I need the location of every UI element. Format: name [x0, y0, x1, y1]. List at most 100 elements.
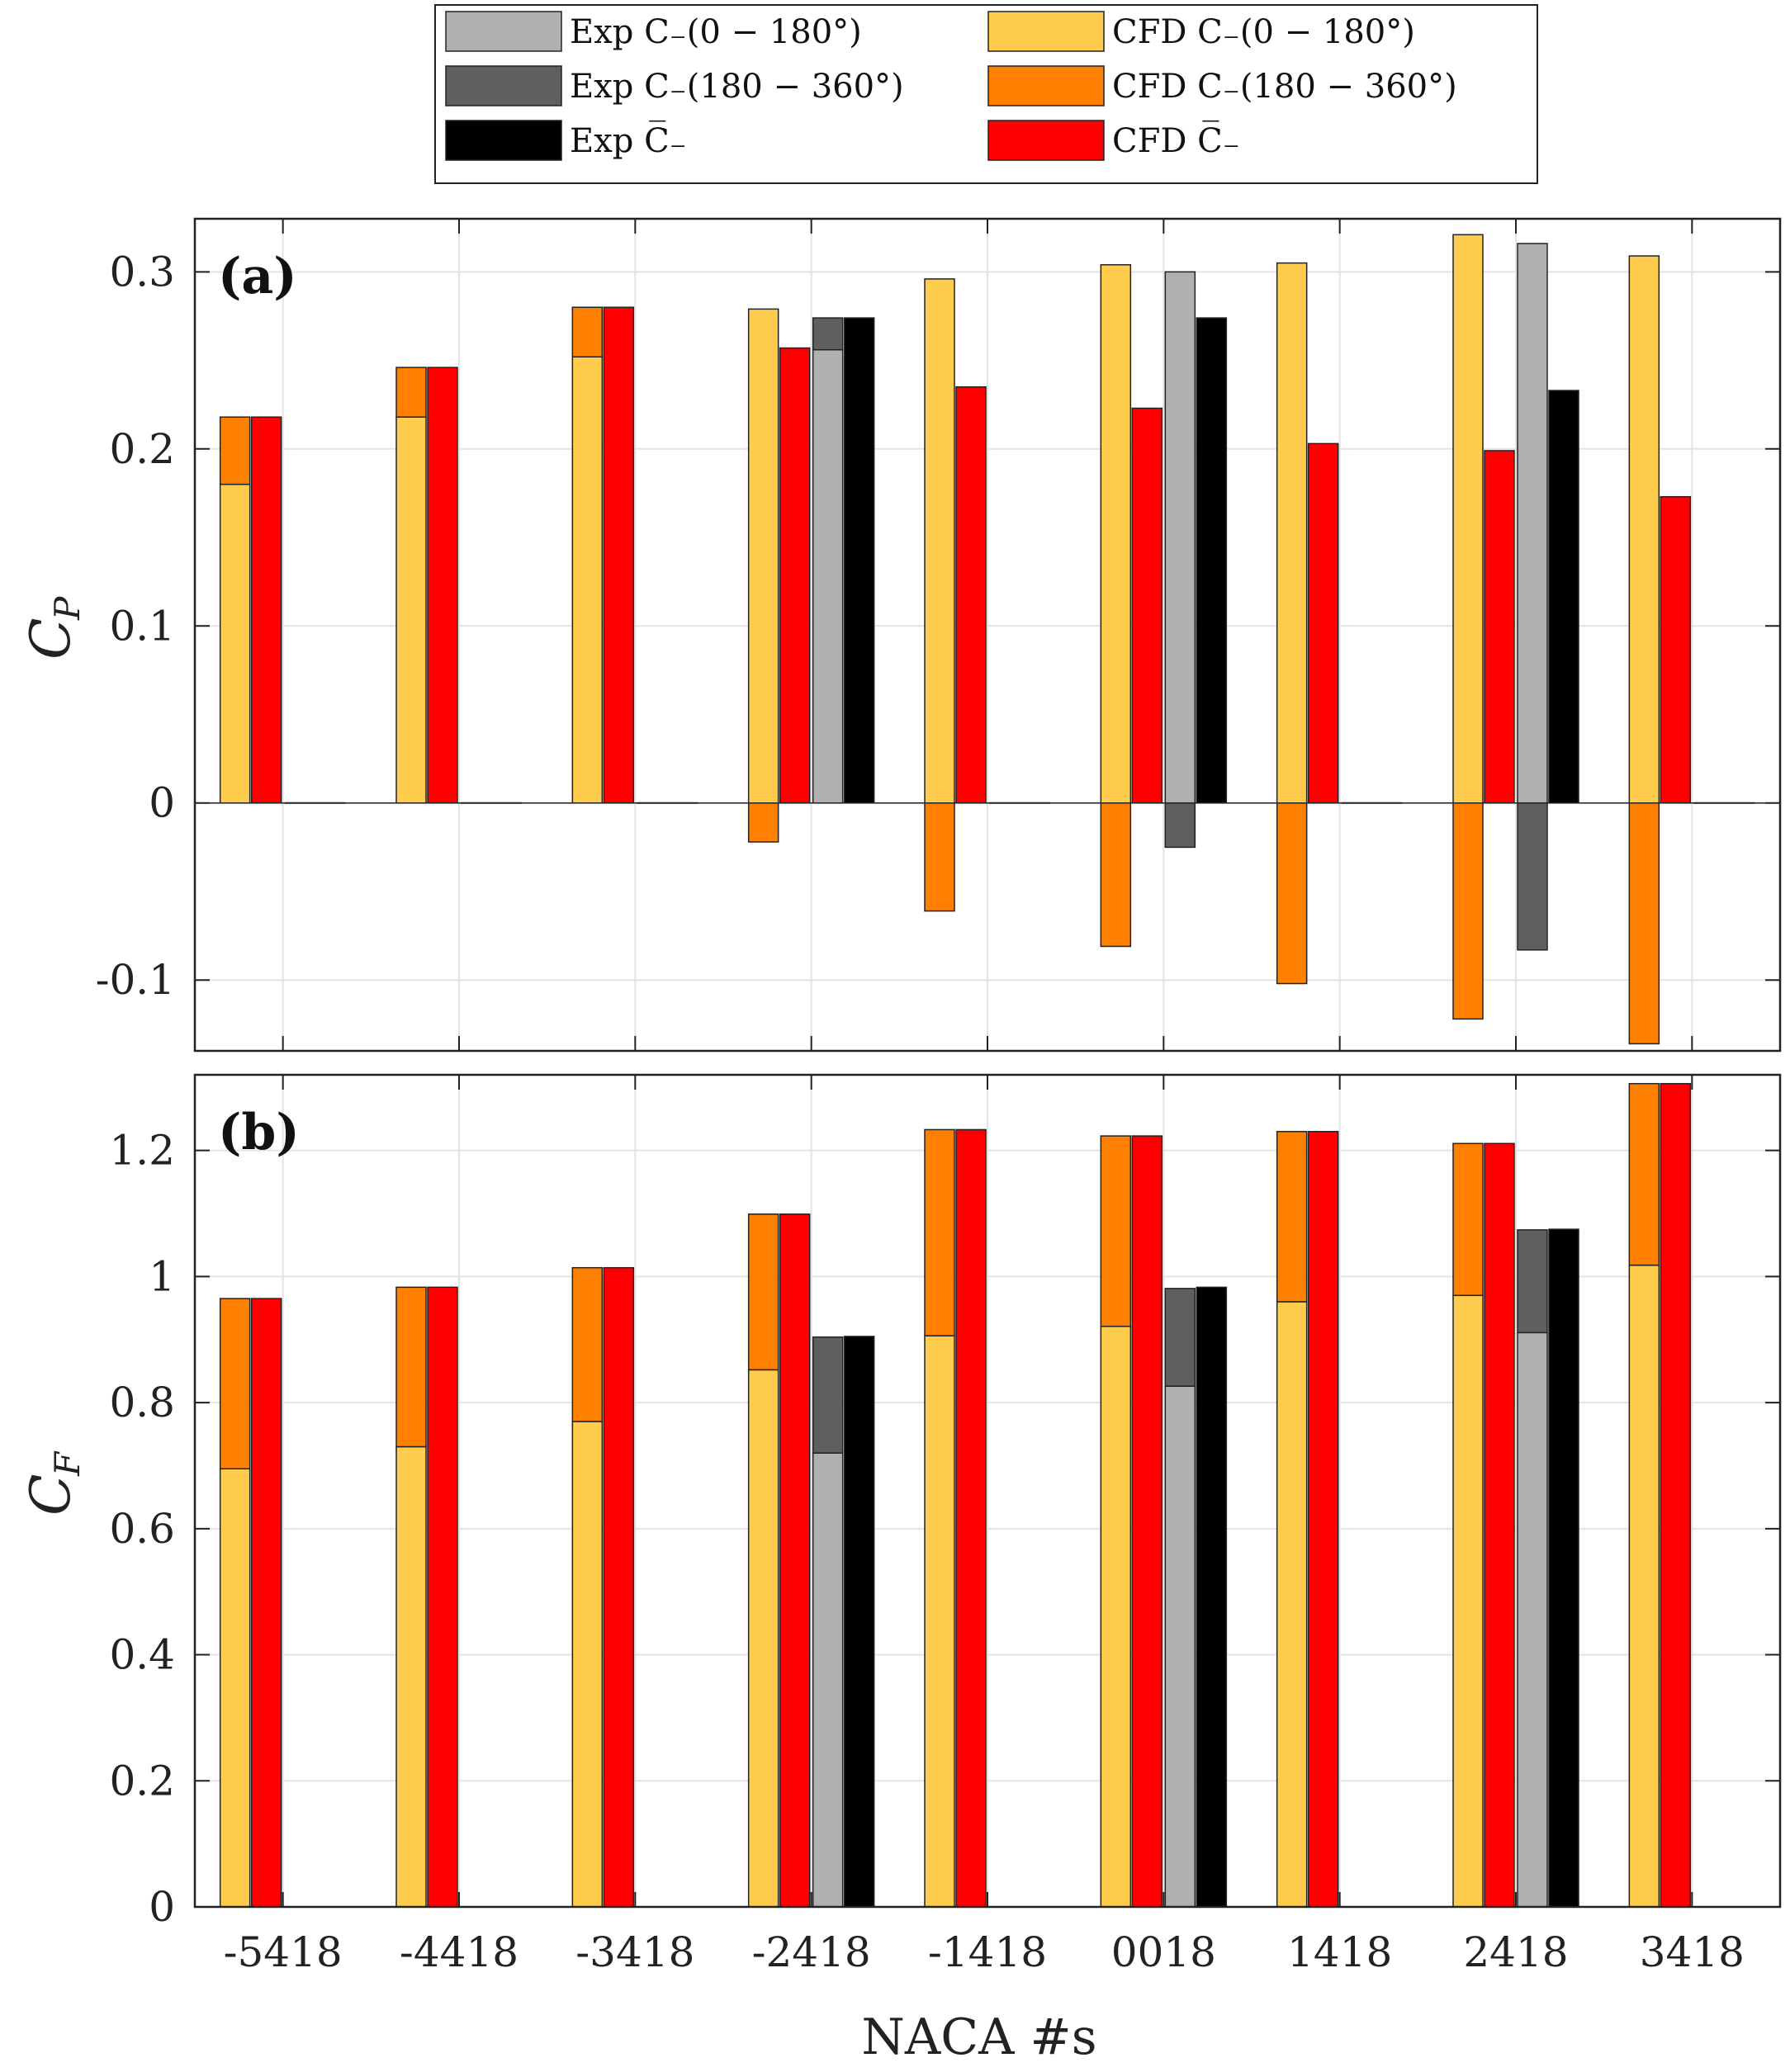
- legend: Exp C₋(0 − 180°) Exp C₋(180 − 360°) Exp C̅…: [434, 4, 1538, 184]
- x-tick-label: 2418: [1463, 1928, 1568, 1976]
- bar-exp-b: [1164, 802, 1196, 849]
- bar-exp-mean: [843, 1336, 875, 1908]
- bar-cfd-mean: [955, 1128, 987, 1908]
- legend-swatch-exp_m: [445, 120, 562, 161]
- bar-cfd-a: [924, 278, 955, 804]
- y-axis-label: C: [19, 1474, 83, 1516]
- x-tick-label: -3418: [575, 1928, 694, 1976]
- bar-cfd-a: [747, 1369, 779, 1908]
- bar-cfd-mean: [250, 416, 282, 804]
- bar-cfd-mean: [779, 1213, 811, 1908]
- bar-cfd-a: [1452, 234, 1484, 804]
- y-axis-label-sub: F: [47, 1450, 88, 1477]
- legend-label-exp_b: Exp C₋(180 − 360°): [570, 68, 904, 106]
- x-tick-labels: -5418 -4418 -3418 -2418 -1418 0018 1418 2418 341…: [224, 1928, 1745, 1976]
- bar-cfd-b: [395, 1286, 427, 1448]
- panel-1: 0 0.2 0.4 0.6 0.8 1 1.2 (b) CF: [19, 1073, 1782, 1931]
- bar-exp-a: [1164, 271, 1196, 804]
- bar-exp-a: [1517, 243, 1548, 804]
- y-tick-label: 0.6: [109, 1505, 175, 1553]
- y-tick-label: 1: [149, 1252, 175, 1300]
- x-tick-label: -2418: [752, 1928, 871, 1976]
- bar-cfd-b: [1276, 1130, 1308, 1303]
- bar-cfd-a: [395, 1445, 427, 1908]
- legend-swatch-exp_b: [445, 65, 562, 106]
- bar-cfd-a: [1276, 262, 1308, 804]
- bar-exp-b: [1517, 1229, 1548, 1334]
- bar-exp-mean: [1548, 1228, 1579, 1908]
- bar-cfd-b: [1100, 1135, 1132, 1327]
- bar-cfd-a: [924, 1335, 955, 1908]
- bar-cfd-mean: [1484, 1142, 1515, 1908]
- bar-exp-mean: [1196, 317, 1228, 804]
- bar-cfd-b: [1628, 1082, 1660, 1266]
- bar-cfd-mean: [603, 306, 635, 804]
- bar-cfd-a: [571, 356, 604, 804]
- bar-cfd-b: [1628, 802, 1660, 1045]
- x-tick-label: 3418: [1640, 1928, 1745, 1976]
- y-tick-label: 0.1: [109, 602, 175, 650]
- bar-cfd-b: [1452, 802, 1484, 1020]
- bar-exp-a: [1517, 1332, 1548, 1908]
- bar-cfd-a: [571, 1421, 604, 1908]
- panel-0: -0.1 0 0.1 0.2 0.3 (a) CP: [19, 217, 1782, 1053]
- legend-label-cfd_m: CFD C̅₋: [1112, 121, 1240, 160]
- bar-cfd-b: [1276, 802, 1308, 985]
- bar-cfd-mean: [1660, 1082, 1692, 1908]
- bar-cfd-mean: [1307, 442, 1339, 804]
- bar-exp-b: [1517, 802, 1548, 951]
- bar-cfd-b: [219, 416, 251, 485]
- bar-cfd-mean: [1307, 1130, 1339, 1908]
- legend-swatch-cfd_b: [987, 65, 1105, 106]
- plot-frame: [193, 1073, 1782, 1909]
- x-tick-label: -5418: [224, 1928, 343, 1976]
- bar-cfd-b: [219, 1298, 251, 1470]
- x-tick-label: 0018: [1111, 1928, 1216, 1976]
- legend-swatch-exp_a: [445, 11, 562, 52]
- y-tick-label: 0: [149, 779, 175, 827]
- bar-cfd-b: [747, 802, 779, 843]
- y-tick-label: 0.3: [109, 248, 175, 296]
- bar-exp-mean: [1196, 1286, 1228, 1908]
- bar-cfd-a: [395, 416, 427, 804]
- bar-exp-a: [1164, 1385, 1196, 1908]
- bar-cfd-b: [1452, 1142, 1484, 1297]
- bar-cfd-a: [747, 308, 779, 804]
- y-axis-label-sub: P: [47, 596, 88, 621]
- bar-cfd-mean: [427, 367, 458, 804]
- bar-exp-b: [812, 317, 844, 351]
- panel-label: (b): [218, 1104, 300, 1161]
- legend-swatch-cfd_a: [987, 11, 1105, 52]
- bar-cfd-a: [1100, 264, 1132, 804]
- plot-frame: [193, 217, 1782, 1053]
- legend-label-exp_a: Exp C₋(0 − 180°): [570, 13, 862, 51]
- legend-box: [434, 4, 1538, 184]
- legend-swatch-cfd_m: [987, 120, 1105, 161]
- y-axis-label: C: [19, 618, 83, 660]
- x-axis-label: NACA #s: [861, 2008, 1096, 2066]
- bar-exp-a: [812, 348, 844, 804]
- bar-exp-b: [812, 1336, 844, 1454]
- bar-cfd-mean: [1131, 407, 1163, 804]
- bar-cfd-a: [1276, 1301, 1308, 1908]
- y-tick-label: 0.2: [109, 1757, 175, 1805]
- bar-cfd-b: [747, 1213, 779, 1371]
- bar-cfd-mean: [603, 1266, 635, 1908]
- y-tick-label: 0.2: [109, 425, 175, 473]
- panel-label: (a): [218, 248, 297, 305]
- bar-cfd-a: [1100, 1325, 1132, 1908]
- x-tick-label: -1418: [928, 1928, 1047, 1976]
- bar-cfd-mean: [1484, 450, 1515, 804]
- y-tick-label: 1.2: [109, 1127, 175, 1175]
- x-tick-label: 1418: [1287, 1928, 1392, 1976]
- legend-label-cfd_b: CFD C₋(180 − 360°): [1112, 68, 1457, 106]
- bar-cfd-a: [219, 483, 251, 804]
- y-tick-label: 0.8: [109, 1379, 175, 1426]
- bar-cfd-a: [1628, 1264, 1660, 1908]
- y-tick-label: 0: [149, 1883, 175, 1931]
- bar-cfd-mean: [955, 386, 987, 804]
- bar-cfd-mean: [250, 1298, 282, 1908]
- bar-cfd-b: [924, 802, 955, 912]
- bar-exp-mean: [1548, 390, 1579, 804]
